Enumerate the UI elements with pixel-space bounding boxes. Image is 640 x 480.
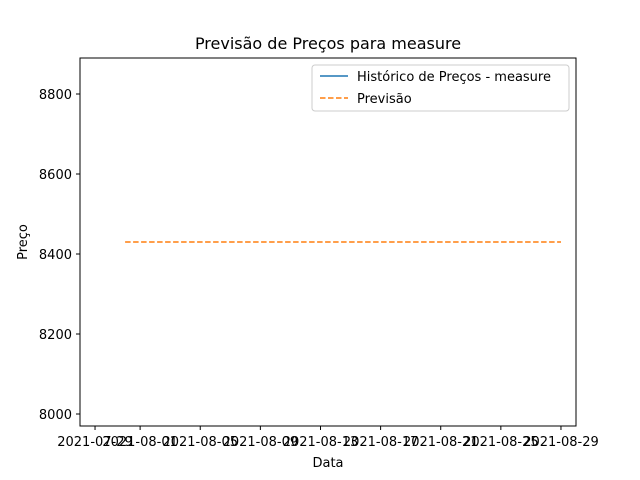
y-axis-ticks: 8000 8200 8400 8600 8800 (39, 88, 80, 423)
x-tick-label: 2021-08-29 (523, 435, 599, 450)
chart-title: Previsão de Preços para measure (195, 34, 461, 53)
legend-label-forecast: Previsão (357, 92, 412, 107)
y-axis-label: Preço (16, 224, 31, 260)
y-tick-label: 8200 (39, 328, 72, 343)
x-tick-label: 2021-08-13 (283, 435, 359, 450)
x-axis-ticks: 2021-07-292021-08-012021-08-052021-08-09… (57, 426, 599, 450)
x-tick-label: 2021-08-09 (223, 435, 299, 450)
legend: Histórico de Preços - measure Previsão (311, 64, 570, 112)
y-tick-label: 8800 (39, 88, 72, 103)
plot-area (79, 57, 577, 427)
x-tick-label: 2021-08-21 (403, 435, 479, 450)
y-tick-label: 8000 (39, 408, 72, 423)
axes-frame (79, 57, 577, 427)
legend-frame (311, 64, 570, 112)
y-tick-label: 8600 (39, 168, 72, 183)
x-tick-label: 2021-08-25 (463, 435, 539, 450)
legend-label-history: Histórico de Preços - measure (357, 70, 551, 85)
x-axis-label: Data (312, 456, 343, 471)
y-tick-label: 8400 (39, 248, 72, 263)
x-tick-label: 2021-07-29 (57, 435, 133, 450)
x-tick-label: 2021-08-17 (343, 435, 419, 450)
x-tick-label: 2021-08-05 (162, 435, 238, 450)
x-tick-label: 2021-08-01 (102, 435, 178, 450)
